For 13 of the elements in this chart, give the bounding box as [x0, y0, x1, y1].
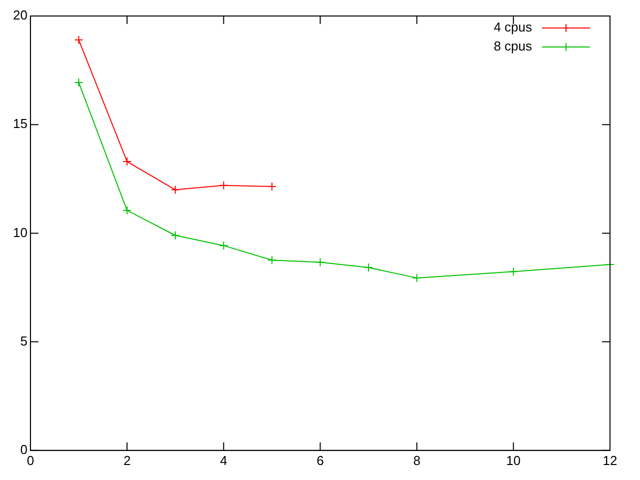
x-tick-label: 2	[123, 452, 131, 468]
x-tick-label: 12	[602, 452, 618, 468]
legend-label: 4 cpus	[494, 20, 532, 35]
y-tick-label: 10	[12, 224, 28, 240]
legend-label: 8 cpus	[494, 38, 532, 54]
y-tick-label: 5	[20, 333, 28, 348]
x-tick-label: 6	[316, 452, 324, 468]
y-tick-label: 0	[20, 442, 28, 457]
x-tick-label: 10	[506, 452, 521, 468]
x-tick-label: 4	[220, 452, 228, 468]
x-tick-label: 8	[413, 452, 420, 468]
y-tick-label: 20	[12, 8, 28, 23]
y-tick-label: 15	[12, 116, 28, 132]
